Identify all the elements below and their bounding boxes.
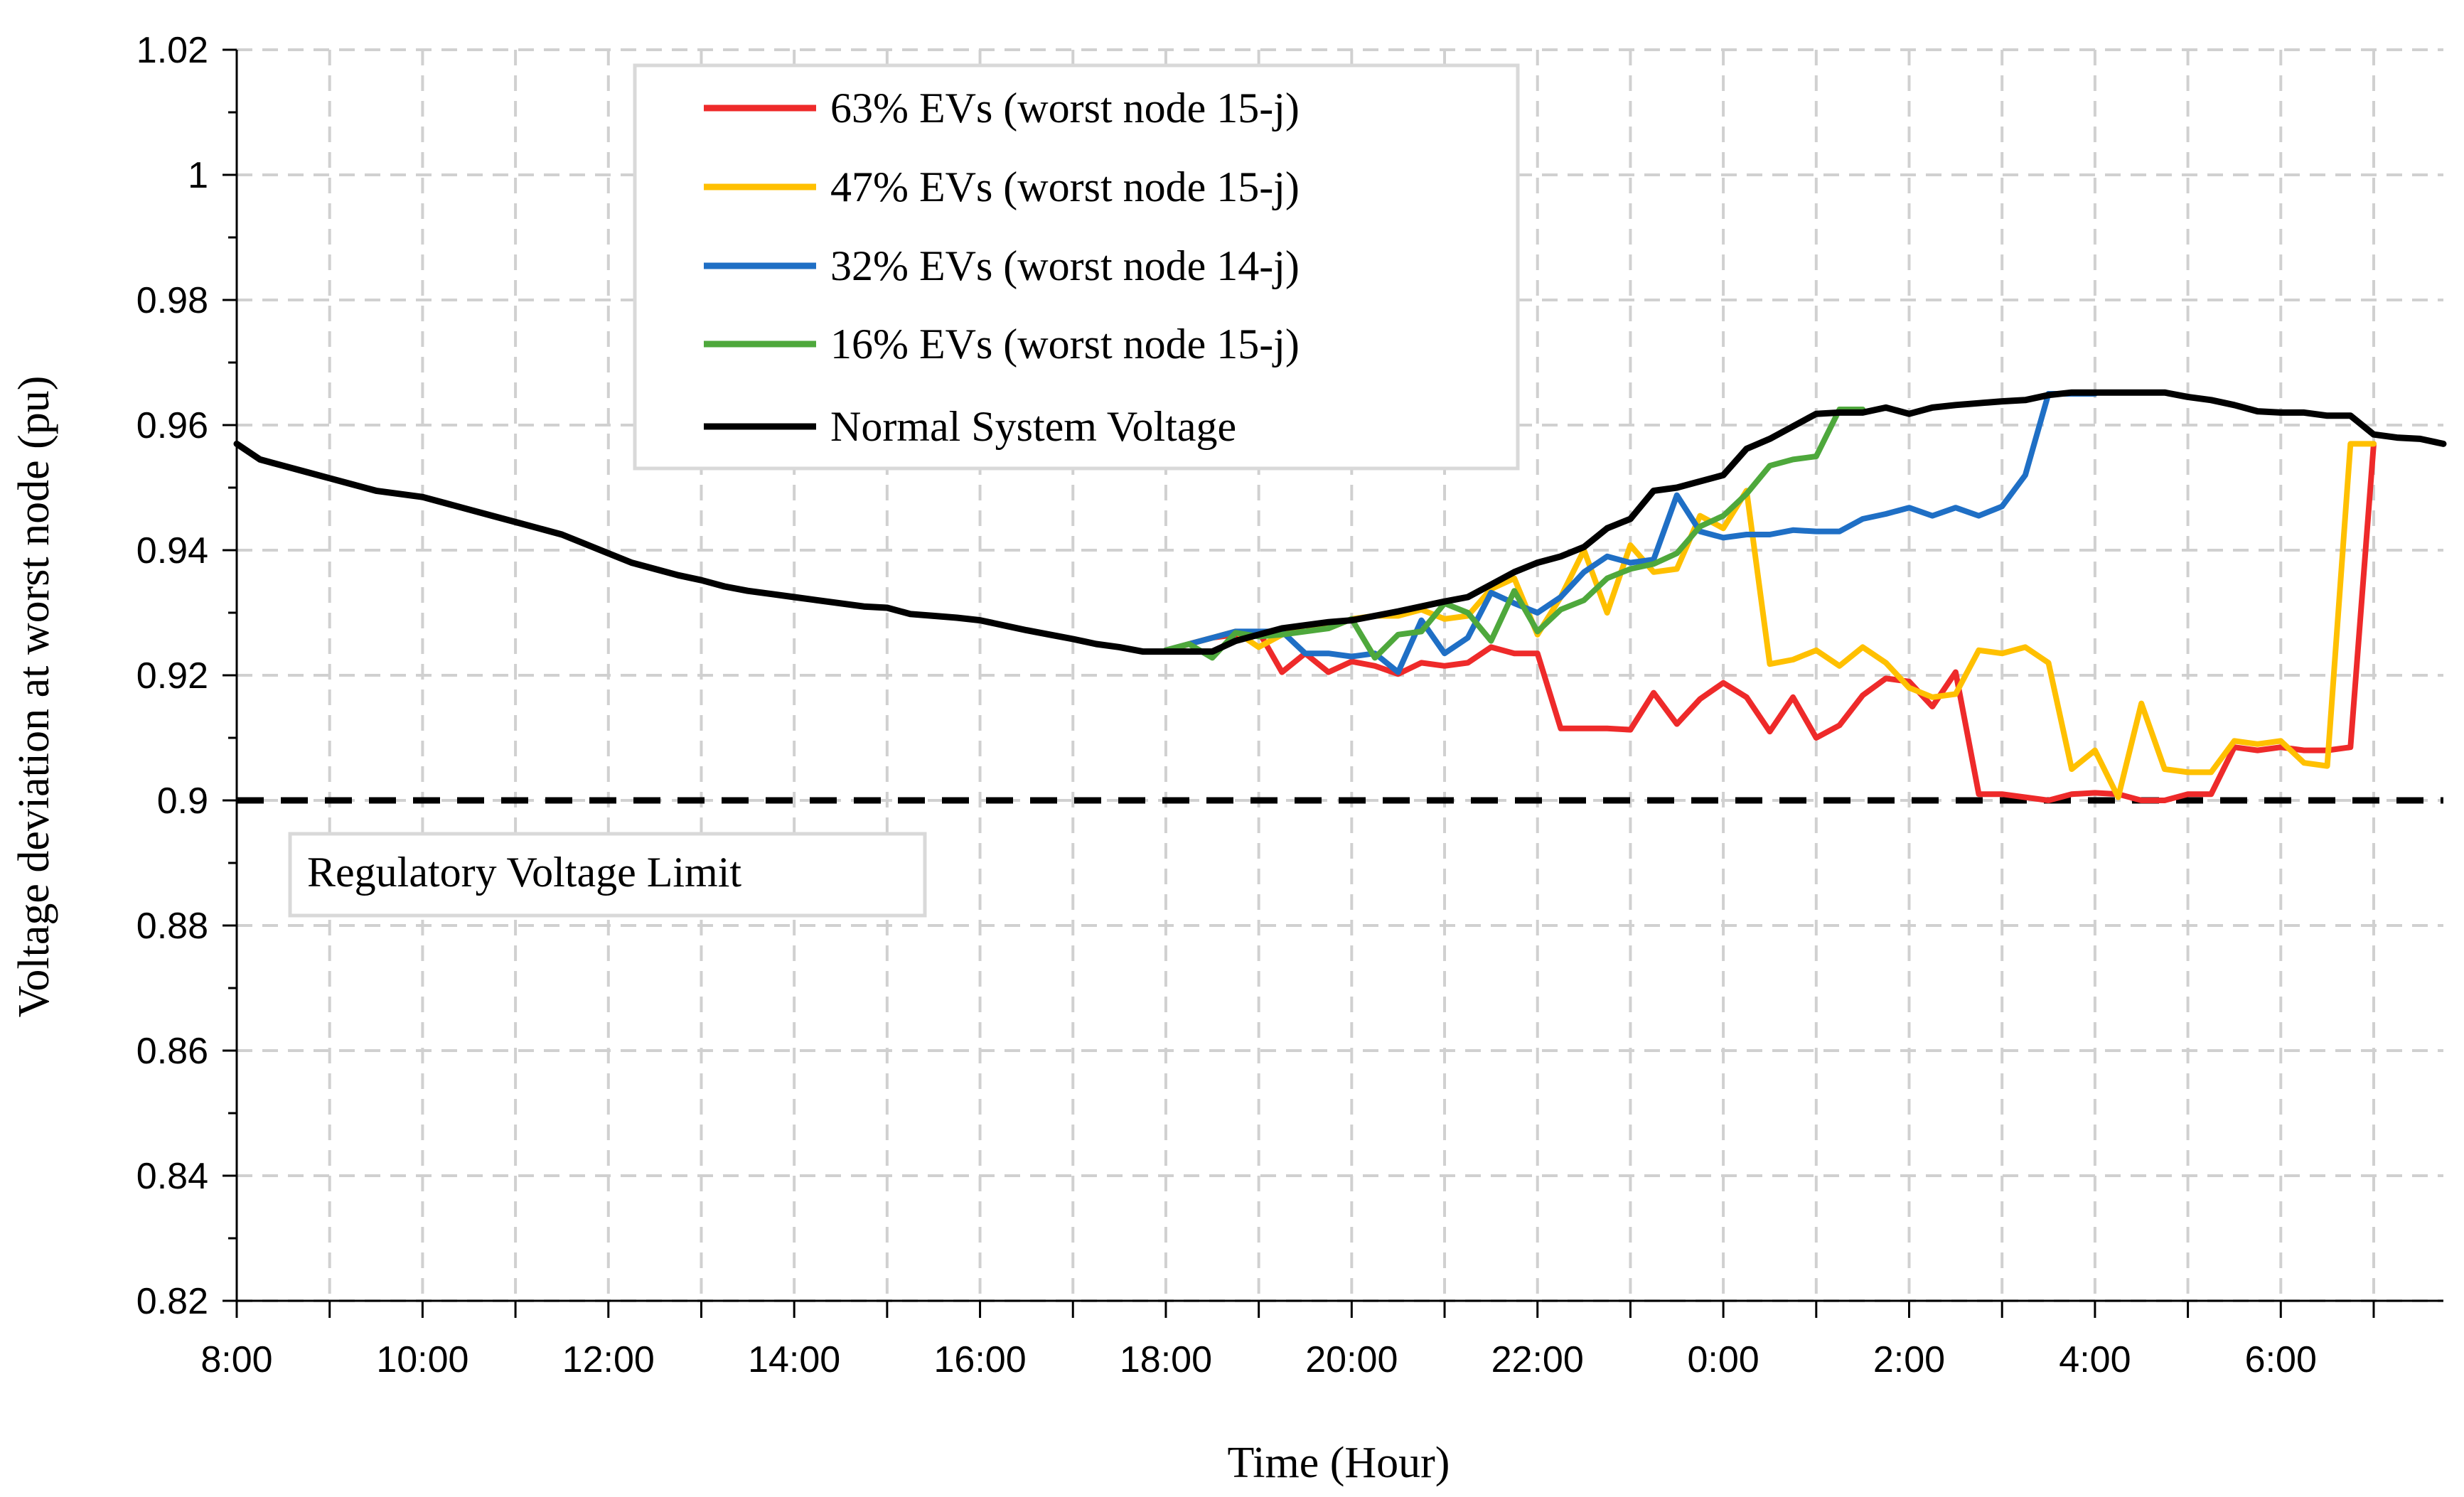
x-tick-label: 4:00 [2059,1339,2131,1380]
x-tick-label: 16:00 [933,1339,1026,1380]
series-line-4 [1162,407,1866,661]
axis-layer: 1.02 1 0.98 0.96 0.94 0.92 0.9 0.88 0.86 0.84 0.82… [136,30,2443,1380]
regulatory-limit-box [288,832,927,918]
y-tick-label: 0.84 [136,1156,208,1197]
x-tick-label: 10:00 [376,1339,468,1380]
x-tick-label: 22:00 [1491,1339,1584,1380]
legend-label: 32% EVs (worst node 14-j) [830,242,1300,289]
legend-label: Normal System Voltage [830,403,1236,450]
x-tick-label: 8:00 [200,1339,272,1380]
legend: 63% EVs (worst node 15-j) 47% EVs (worst … [633,63,1520,471]
x-tick-label: 12:00 [562,1339,655,1380]
x-tick-label: 20:00 [1305,1339,1398,1380]
x-tick-label: 0:00 [1688,1339,1759,1380]
x-axis-title: Time (Hour) [1228,1439,1450,1487]
y-tick-label: 0.96 [136,405,208,446]
series-line-5 [233,389,2447,655]
x-tick-label: 2:00 [1873,1339,1945,1380]
regulatory-limit-annotation: Regulatory Voltage Limit [307,849,741,896]
y-tick-label: 0.94 [136,530,208,572]
y-tick-label: 0.92 [136,655,208,697]
series-line-3 [1162,391,2098,675]
series-line-1 [1162,441,2377,803]
series-layer [233,389,2447,803]
y-axis-title: Voltage deviation at worst node (pu) [10,376,58,1018]
y-tick-label: 1 [188,155,208,196]
y-tick-label: 0.82 [136,1281,208,1322]
x-tick-label: 18:00 [1120,1339,1212,1380]
y-tick-label: 0.88 [136,906,208,947]
annotation-layer: Regulatory Voltage Limit [288,832,927,918]
x-tick-label: 6:00 [2245,1339,2317,1380]
legend-label: 16% EVs (worst node 15-j) [830,321,1300,367]
y-tick-label: 1.02 [136,30,208,71]
legend-label: 63% EVs (worst node 15-j) [830,85,1300,132]
x-tick-label: 14:00 [748,1339,840,1380]
y-tick-label: 0.86 [136,1031,208,1072]
legend-label: 47% EVs (worst node 15-j) [830,163,1300,210]
y-tick-label: 0.9 [157,780,208,822]
y-tick-label: 0.98 [136,280,208,321]
